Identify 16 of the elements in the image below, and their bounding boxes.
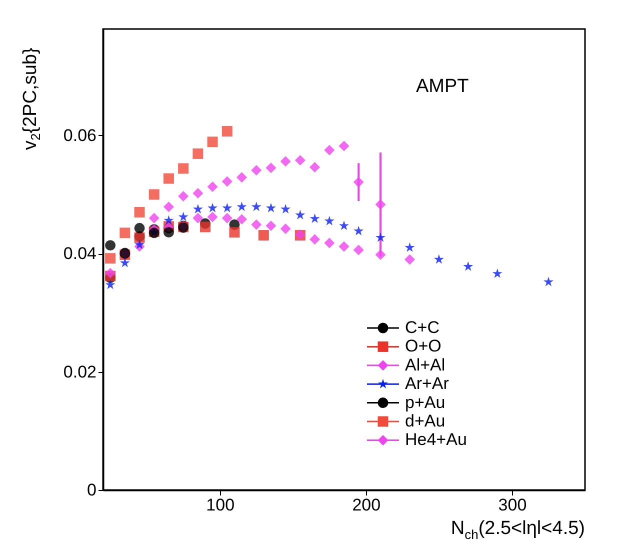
- y-tick-label: 0.04: [63, 244, 96, 264]
- legend-label: p+Au: [405, 392, 446, 412]
- legend-label: Ar+Ar: [405, 374, 450, 394]
- annotation: AMPT: [416, 76, 470, 97]
- x-tick-label: 200: [352, 496, 381, 514]
- y-tick-label: 0.02: [63, 362, 96, 382]
- x-axis-title: N$_{ch}$(2.5<lηl<4.5): [450, 518, 585, 542]
- x-tick-label: 100: [206, 496, 235, 514]
- legend-label: d+Au: [405, 412, 446, 430]
- legend-label: O+O: [405, 336, 442, 356]
- y-tick-label: 0.06: [63, 126, 96, 145]
- legend-label: He4+Au: [405, 430, 467, 450]
- x-tick-label: 300: [498, 496, 527, 514]
- y-tick-label: 0: [87, 480, 96, 500]
- legend-label: C+C: [405, 318, 440, 337]
- legend-label: Al+Al: [405, 355, 446, 374]
